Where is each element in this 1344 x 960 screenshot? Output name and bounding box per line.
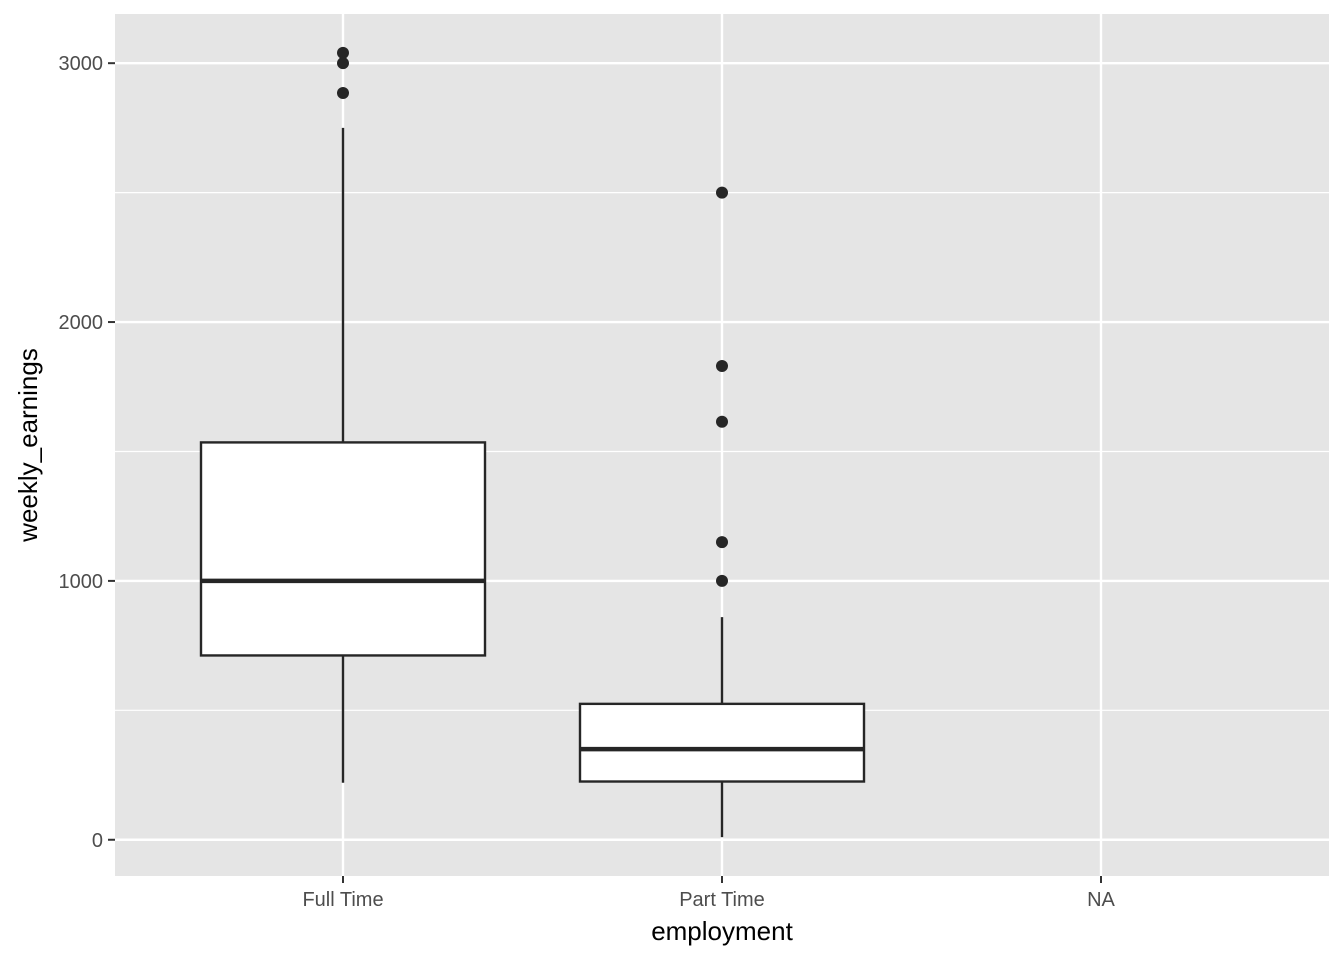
x-tick-label: Part Time (679, 889, 765, 911)
outlier-point (716, 360, 728, 373)
outlier-point (716, 536, 728, 549)
x-tick-label: Full Time (302, 889, 383, 911)
box-full-time (199, 46, 487, 783)
box-series (199, 46, 866, 838)
box-iqr (578, 702, 866, 783)
outlier-point (337, 46, 349, 59)
y-axis: 0 1000 2000 3000 (59, 53, 115, 852)
y-tick-label: 3000 (59, 53, 104, 75)
y-tick-label: 1000 (59, 571, 104, 593)
outlier-point (716, 415, 728, 428)
box-iqr (199, 441, 487, 657)
outlier-point (716, 574, 728, 587)
outlier-point (716, 186, 728, 199)
outlier-point (337, 86, 349, 99)
x-axis-title: employment (651, 916, 793, 946)
y-axis-title: weekly_earnings (13, 348, 43, 543)
x-tick-label: NA (1087, 889, 1115, 911)
y-tick-label: 0 (92, 830, 103, 852)
x-axis: Full Time Part Time NA (302, 876, 1116, 911)
y-tick-label: 2000 (59, 312, 104, 334)
box-part-time (578, 186, 866, 838)
outlier-point (337, 57, 349, 70)
